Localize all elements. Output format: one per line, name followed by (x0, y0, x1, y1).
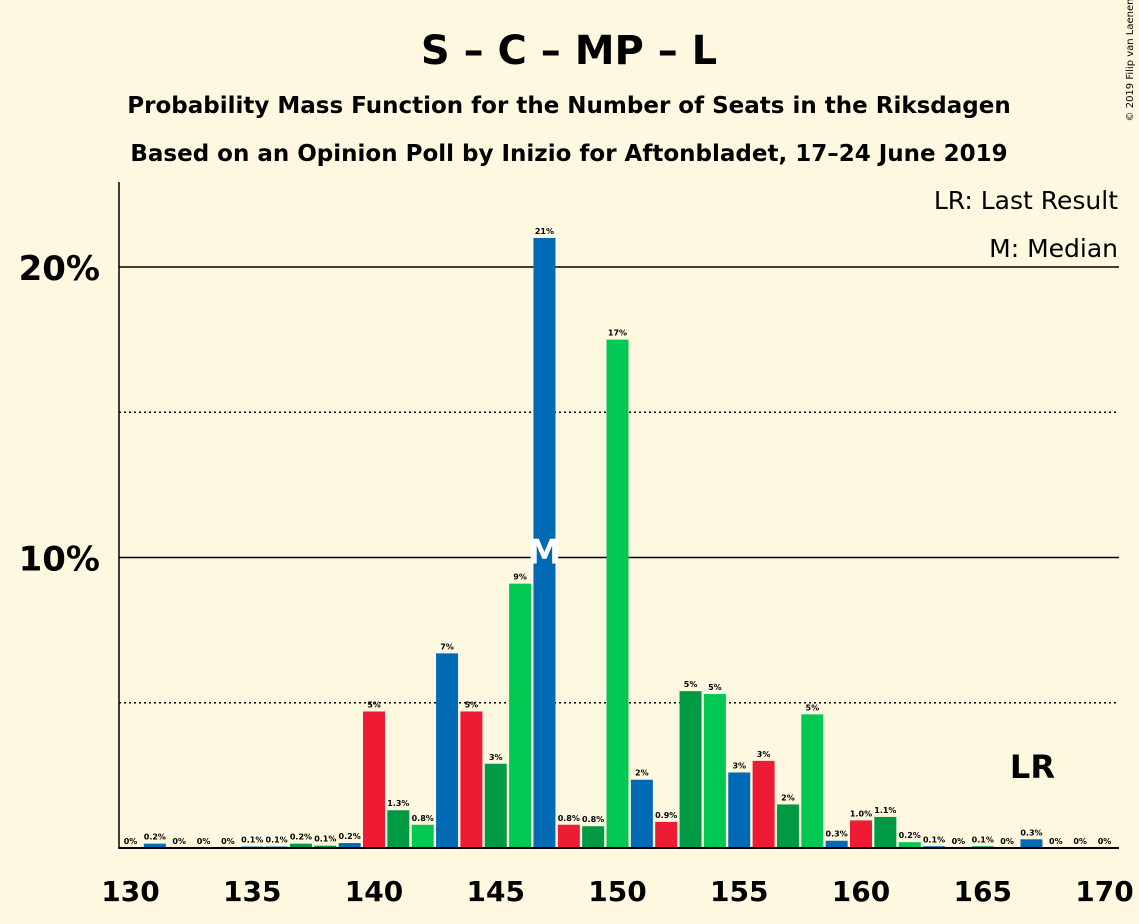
data-label-seat-131: 0.2% (144, 833, 166, 842)
data-label-seat-165: 0.1% (972, 835, 994, 844)
data-label-seat-130: 0% (124, 837, 138, 846)
data-label-seat-163: 0.1% (923, 835, 945, 844)
data-label-seat-149: 0.8% (582, 815, 604, 824)
data-label-seat-146: 9% (513, 573, 527, 582)
x-tick-label: 170 (1075, 875, 1133, 908)
data-label-seat-132: 0% (172, 837, 186, 846)
y-axis-ticks: 10% 20% (19, 249, 100, 580)
chart-subtitle-2: Based on an Opinion Poll by Inizio for A… (130, 141, 1007, 167)
data-labels: 0% 0.2% 0% 0% 0% 0.1% 0.1% 0.2% 0.1% 0.2%5%1.3%0.… (124, 227, 1112, 846)
bar-seat-161 (874, 816, 897, 848)
bar-seat-142 (411, 824, 434, 848)
data-label-seat-153: 5% (684, 680, 698, 689)
x-tick-label: 165 (954, 875, 1012, 908)
legend-last-result: LR: Last Result (934, 186, 1118, 215)
data-label-seat-136: 0.1% (266, 836, 288, 845)
bar-seat-149 (582, 826, 605, 848)
data-label-seat-158: 5% (806, 703, 820, 712)
bar-seat-158 (801, 714, 824, 848)
data-label-seat-157: 2% (781, 793, 795, 802)
data-label-seat-169: 0% (1073, 837, 1087, 846)
x-tick-label: 160 (832, 875, 890, 908)
chart-title: S – C – MP – L (421, 28, 717, 74)
bar-seat-143 (436, 653, 459, 848)
bar-seat-155 (728, 772, 751, 848)
bar-seat-157 (776, 804, 799, 848)
data-label-seat-162: 0.2% (899, 831, 921, 840)
x-tick-label: 135 (223, 875, 281, 908)
data-label-seat-140: 5% (367, 700, 381, 709)
bar-seat-131 (143, 843, 166, 848)
data-label-seat-137: 0.2% (290, 833, 312, 842)
x-axis-ticks: 130 135 140 145 150 155 160 165 170 (101, 875, 1133, 908)
bar-seat-150 (606, 339, 629, 848)
copyright-note: © 2019 Filip van Laenen (1125, 0, 1136, 121)
data-label-seat-166: 0% (1000, 837, 1014, 846)
bar-seat-151 (630, 779, 653, 848)
bar-seat-148 (557, 824, 580, 848)
data-label-seat-148: 0.8% (558, 814, 580, 823)
data-label-seat-168: 0% (1049, 837, 1063, 846)
bars (143, 237, 1043, 848)
data-label-seat-135: 0.1% (241, 836, 263, 845)
bar-seat-154 (703, 694, 726, 848)
data-label-seat-150: 17% (608, 329, 627, 338)
bar-seat-138 (314, 845, 337, 848)
x-tick-label: 150 (588, 875, 646, 908)
bar-seat-162 (898, 842, 921, 848)
bar-seat-146 (509, 583, 532, 848)
data-label-seat-134: 0% (221, 837, 235, 846)
data-label-seat-159: 0.3% (826, 830, 848, 839)
data-label-seat-144: 5% (465, 700, 479, 709)
bar-seat-147 (533, 237, 556, 848)
data-label-seat-160: 1.0% (850, 809, 872, 818)
bar-seat-153 (679, 691, 702, 848)
bar-seat-160 (850, 820, 872, 848)
bar-seat-139 (338, 843, 361, 848)
last-result-marker: LR (1010, 748, 1055, 786)
bar-seat-141 (387, 810, 410, 848)
median-marker: M (528, 533, 562, 573)
chart-subtitle-1: Probability Mass Function for the Number… (127, 93, 1010, 119)
y-tick-label: 10% (19, 540, 100, 580)
data-label-seat-167: 0.3% (1020, 828, 1042, 837)
data-label-seat-151: 2% (635, 769, 649, 778)
bar-seat-167 (1020, 839, 1043, 848)
data-label-seat-138: 0.1% (314, 835, 336, 844)
bar-seat-140 (363, 711, 385, 848)
bar-seat-144 (460, 711, 483, 848)
data-label-seat-164: 0% (952, 837, 966, 846)
data-label-seat-145: 3% (489, 753, 503, 762)
bar-seat-156 (752, 760, 775, 848)
bar-seat-159 (825, 840, 848, 848)
data-label-seat-139: 0.2% (339, 832, 361, 841)
data-label-seat-170: 0% (1098, 837, 1112, 846)
data-label-seat-141: 1.3% (387, 799, 409, 808)
bar-seat-137 (289, 843, 312, 848)
x-tick-label: 130 (101, 875, 159, 908)
data-label-seat-152: 0.9% (655, 811, 677, 820)
data-label-seat-143: 7% (440, 642, 454, 651)
data-label-seat-133: 0% (197, 837, 211, 846)
data-label-seat-154: 5% (708, 683, 722, 692)
legend-median: M: Median (989, 234, 1118, 263)
data-label-seat-142: 0.8% (412, 814, 434, 823)
bar-seat-152 (655, 821, 678, 848)
x-tick-label: 140 (345, 875, 403, 908)
x-tick-label: 145 (467, 875, 525, 908)
y-tick-label: 20% (19, 249, 100, 289)
x-tick-label: 155 (710, 875, 768, 908)
data-label-seat-156: 3% (757, 750, 771, 759)
data-label-seat-161: 1.1% (874, 806, 896, 815)
data-label-seat-147: 21% (535, 227, 554, 236)
bar-seat-145 (484, 763, 507, 848)
data-label-seat-155: 3% (732, 761, 746, 770)
